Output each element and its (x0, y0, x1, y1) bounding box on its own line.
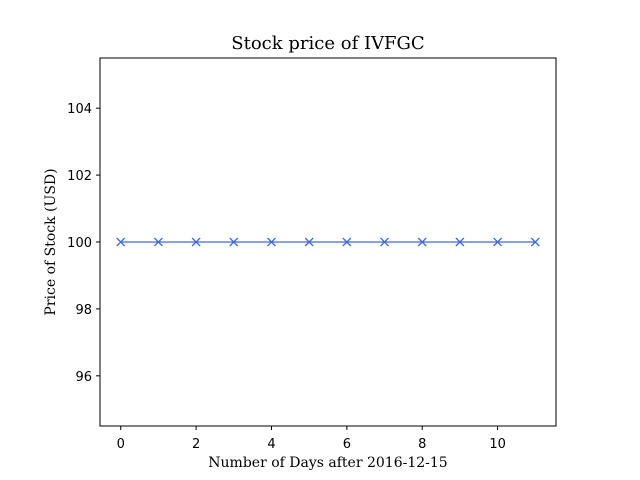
y-tick-label: 96 (75, 370, 92, 385)
chart-title: Stock price of IVFGC (231, 33, 424, 54)
data-point-marker (417, 237, 427, 247)
x-tick-label: 2 (192, 437, 200, 452)
plot-area (116, 237, 540, 247)
data-point-marker (153, 237, 163, 247)
data-point-marker (342, 237, 352, 247)
x-tick-label: 6 (343, 437, 351, 452)
data-point-marker (191, 237, 201, 247)
data-point-marker (267, 237, 276, 247)
data-point-marker (380, 237, 389, 247)
data-point-marker (530, 237, 540, 247)
data-point-marker (229, 237, 239, 247)
data-point-marker (116, 237, 126, 247)
y-axis-ticks: 96 98 100 102 104 (67, 102, 100, 385)
y-tick-label: 102 (67, 169, 92, 184)
data-point-marker (455, 237, 465, 247)
data-point-marker (304, 237, 314, 247)
x-tick-label: 0 (117, 437, 125, 452)
y-tick-label: 100 (67, 236, 92, 251)
y-tick-label: 104 (67, 102, 92, 117)
y-axis-label: Price of Stock (USD) (43, 168, 59, 315)
data-point-marker (493, 237, 503, 247)
x-tick-label: 10 (489, 437, 506, 452)
x-axis-label: Number of Days after 2016-12-15 (208, 455, 447, 471)
x-axis-ticks: 0 2 4 6 8 10 (117, 426, 506, 452)
x-tick-label: 4 (267, 437, 275, 452)
x-tick-label: 8 (418, 437, 426, 452)
y-tick-label: 98 (75, 303, 92, 318)
